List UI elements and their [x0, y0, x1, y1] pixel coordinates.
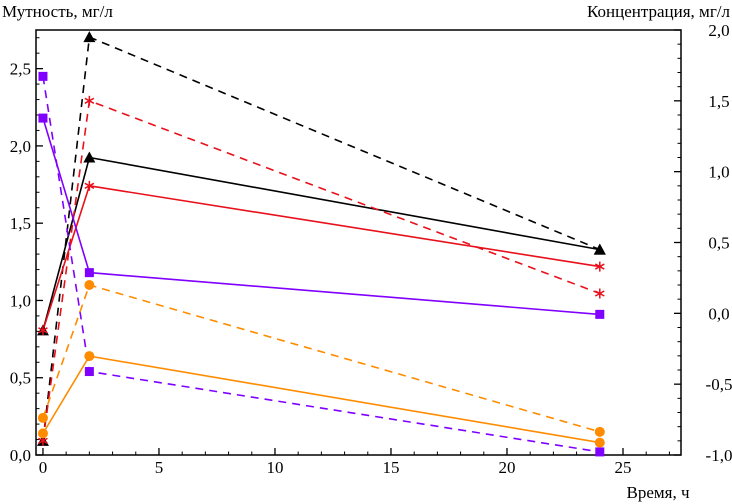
y-right-tick-label: 2,0: [708, 21, 729, 40]
data-point-black-dashed: [593, 243, 606, 255]
data-point-black-solid: [83, 151, 96, 163]
series-markers: [36, 31, 606, 457]
data-point-purple-solid: [84, 268, 94, 278]
y-left-tick-label: 2,5: [10, 60, 31, 79]
y-left-tick-label: 0,5: [10, 369, 31, 388]
data-point-orange-dashed: [594, 426, 605, 437]
y-right-tick-label: -0,5: [706, 375, 732, 394]
right-axis-title: Концентрация, мг/л: [587, 2, 730, 21]
y-right-tick-label: 1,5: [708, 92, 729, 111]
data-point-purple-solid: [595, 309, 605, 319]
y-right-tick-label: 0,0: [708, 304, 729, 323]
series-lines: [42, 35, 601, 453]
data-point-black-dashed: [83, 31, 96, 43]
data-point-red-solid: [84, 180, 95, 191]
y-left-tick-label: 2,0: [10, 137, 31, 156]
x-tick-label: 20: [498, 458, 515, 477]
y-right-tick-label: 0,5: [708, 234, 729, 253]
left-axis-title: Мутность, мг/л: [2, 2, 113, 21]
data-point-orange-dashed: [84, 280, 95, 290]
series-line-black-solid: [42, 156, 600, 331]
data-point-orange-dashed: [37, 412, 48, 423]
y-left-tick-label: 0,0: [10, 446, 31, 465]
series-line-red-dashed: [42, 99, 601, 441]
series-line-purple-solid: [42, 117, 600, 316]
data-point-red-dashed: [84, 95, 95, 106]
data-point-purple-dashed: [595, 447, 605, 457]
y-left-tick-label: 1,5: [10, 214, 31, 233]
data-point-purple-solid: [38, 113, 48, 123]
x-tick-label: 0: [39, 458, 48, 477]
data-point-orange-solid: [37, 428, 48, 439]
data-point-orange-solid: [84, 351, 95, 362]
x-tick-label: 15: [382, 458, 399, 477]
series-line-black-dashed: [42, 35, 601, 441]
y-left-tick-label: 1,0: [10, 291, 31, 310]
y-right-tick-label: 1,0: [708, 163, 729, 182]
data-point-red-solid: [594, 261, 605, 272]
tick-labels: 0 5 10 15 20 25 0,0 0,5 1,0 1,5 2,0 2,5 -1,0 -0,5 0,0 0…: [10, 21, 732, 477]
data-point-purple-dashed: [84, 367, 94, 377]
x-axis-title: Время, ч: [626, 483, 689, 502]
y-right-tick-label: -1,0: [706, 446, 732, 465]
x-tick-label: 10: [266, 458, 283, 477]
x-tick-label: 25: [614, 458, 631, 477]
series-line-red-solid: [42, 184, 600, 331]
data-point-red-dashed: [594, 288, 605, 299]
x-tick-label: 5: [155, 458, 164, 477]
data-point-red-solid: [38, 325, 48, 336]
series-line-orange-solid: [42, 355, 600, 444]
data-point-purple-dashed: [38, 71, 48, 81]
data-point-orange-solid: [594, 437, 605, 448]
axis-ticks: [36, 29, 681, 456]
